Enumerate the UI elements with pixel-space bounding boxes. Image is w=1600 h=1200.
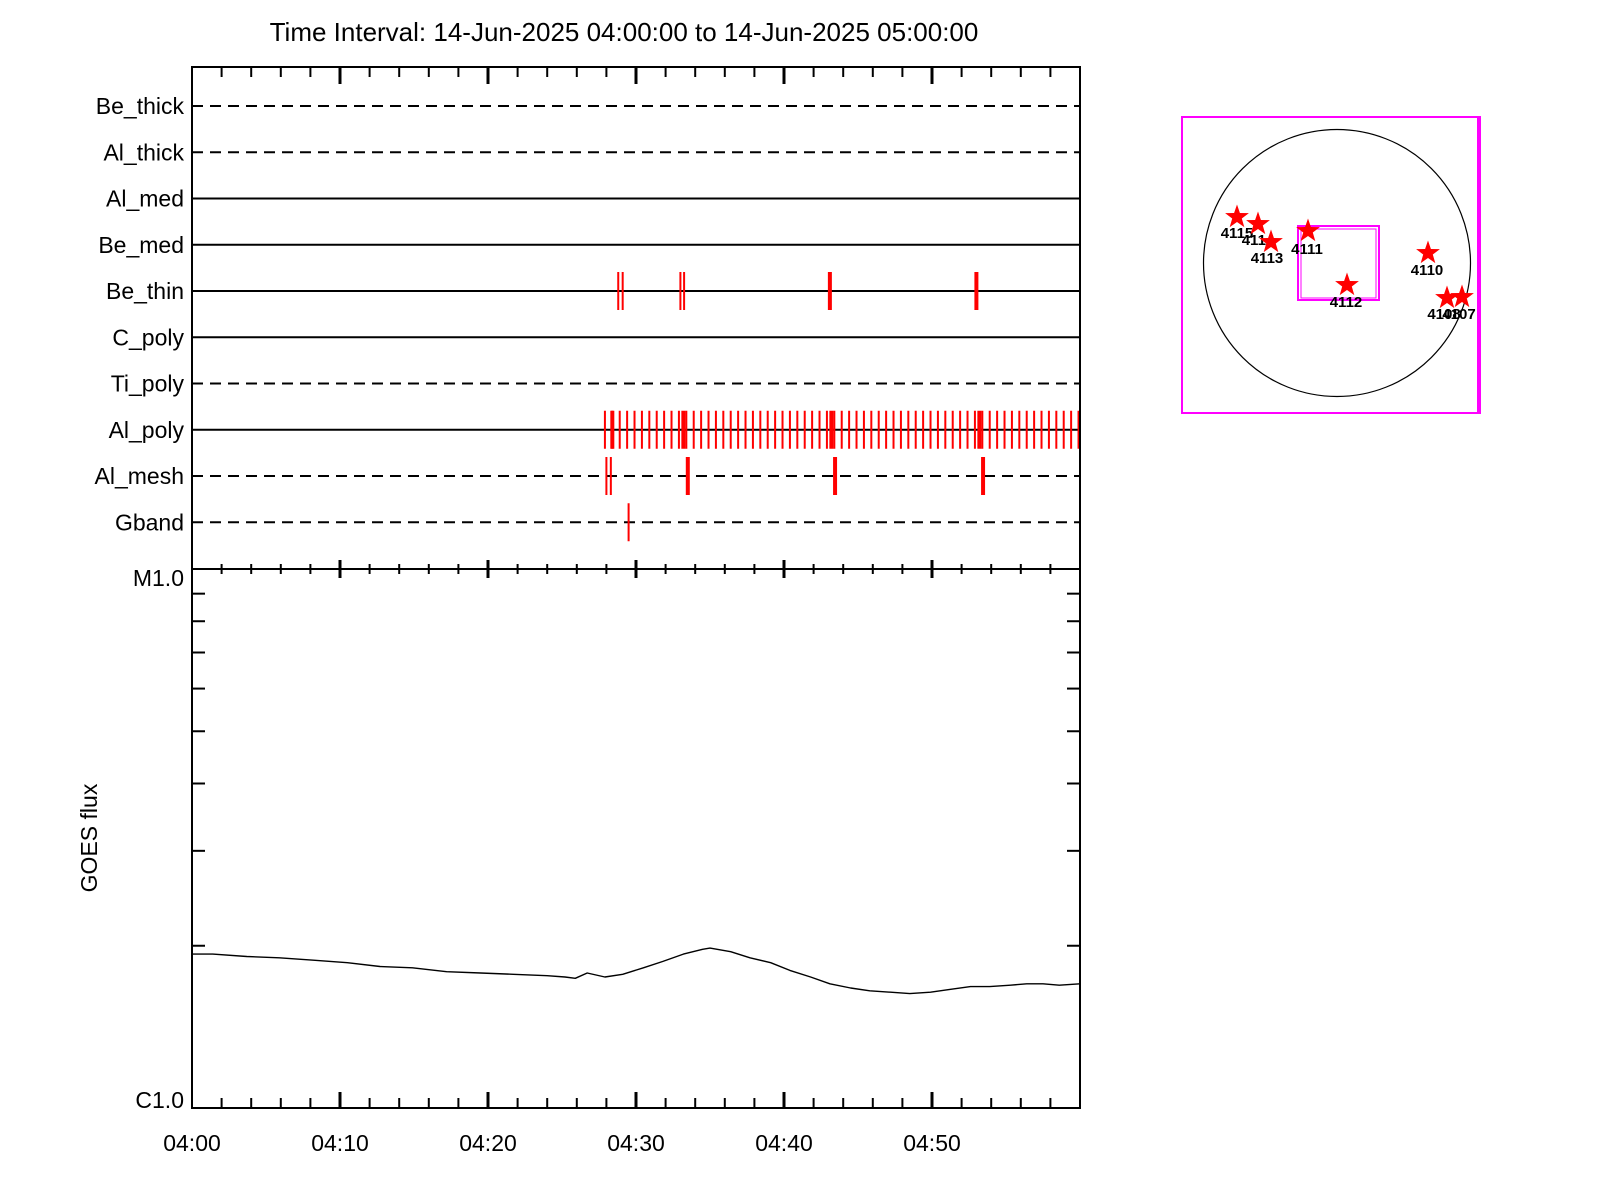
solar-limb-circle — [1202, 128, 1472, 398]
row-label-Gband: Gband — [115, 509, 184, 535]
active-region-label-4111: 4111 — [1291, 241, 1323, 258]
active-region-label-4113: 4113 — [1251, 250, 1284, 267]
x-tick-label: 04:00 — [163, 1130, 221, 1156]
timeline-panel-border — [191, 66, 1081, 570]
x-tick-label: 04:40 — [755, 1130, 813, 1156]
x-tick-label: 04:50 — [903, 1130, 961, 1156]
xrt-fov-box — [1297, 225, 1380, 301]
row-label-Be_med: Be_med — [98, 232, 184, 258]
x-tick-label: 04:10 — [311, 1130, 369, 1156]
x-tick-label: 04:30 — [607, 1130, 665, 1156]
goes-flux-curve — [192, 947, 1081, 995]
y-top-label: M1.0 — [133, 565, 184, 591]
active-region-star-4110 — [1416, 240, 1440, 264]
active-region-label-4110: 4110 — [1411, 262, 1444, 279]
row-label-Ti_poly: Ti_poly — [111, 371, 185, 397]
active-region-star-4114 — [1246, 211, 1270, 235]
goes-panel-border — [191, 568, 1081, 1109]
row-label-Be_thin: Be_thin — [106, 278, 184, 304]
row-label-Al_mesh: Al_mesh — [95, 463, 184, 489]
x-tick-label: 04:20 — [459, 1130, 517, 1156]
active-region-star-4113 — [1259, 229, 1283, 253]
active-region-star-4107 — [1450, 284, 1474, 308]
active-region-label-4115: 4115 — [1221, 225, 1254, 242]
row-label-Al_poly: Al_poly — [109, 417, 185, 443]
row-label-Be_thick: Be_thick — [96, 93, 185, 119]
active-region-star-4115 — [1225, 204, 1249, 228]
active-region-star-4111 — [1296, 218, 1320, 242]
xrt-fov-box-inner — [1300, 228, 1377, 299]
goes-flux-axis-label: GOES flux — [76, 783, 102, 892]
active-region-star-4112 — [1335, 272, 1359, 296]
chart-title: Time Interval: 14-Jun-2025 04:00:00 to 1… — [269, 17, 979, 47]
row-label-C_poly: C_poly — [112, 324, 184, 350]
active-region-star-4108 — [1435, 285, 1459, 309]
active-region-label-4107: 4107 — [1442, 306, 1475, 323]
active-region-label-4112: 4112 — [1330, 294, 1363, 311]
row-label-Al_med: Al_med — [106, 186, 184, 212]
y-bottom-label: C1.0 — [135, 1087, 184, 1113]
active-region-label-4108: 4108 — [1427, 306, 1460, 323]
row-label-Al_thick: Al_thick — [103, 139, 184, 165]
